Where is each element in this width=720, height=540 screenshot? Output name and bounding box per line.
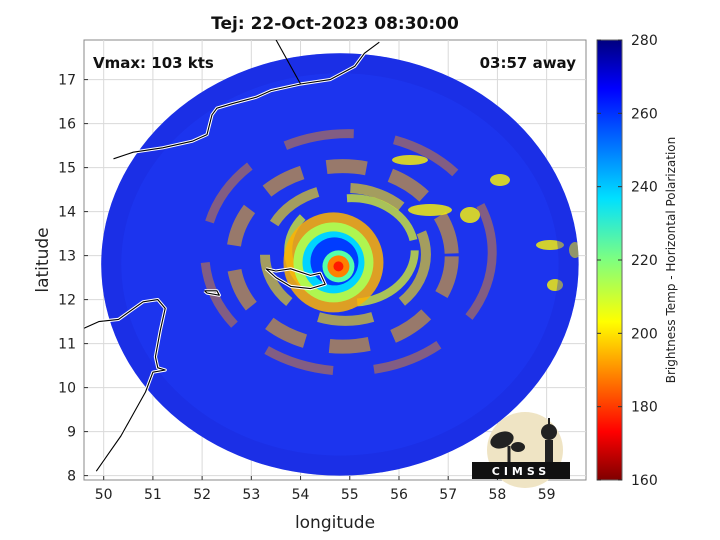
colorbar-tick-label: 240 <box>631 180 658 196</box>
y-axis-ticks: 8 9 10 11 12 13 14 15 16 17 <box>58 73 88 485</box>
time-away-annotation: 03:57 away <box>480 54 577 72</box>
logo-text: CIMSS <box>492 465 550 478</box>
x-tick-label: 55 <box>341 487 359 503</box>
y-tick-label: 14 <box>58 205 76 221</box>
x-tick-label: 50 <box>95 487 113 503</box>
y-tick-label: 9 <box>67 425 76 441</box>
colorbar-tick-label: 180 <box>631 400 658 416</box>
colorbar <box>596 39 623 481</box>
y-tick-label: 15 <box>58 161 76 177</box>
coastline <box>265 268 326 290</box>
eye-center <box>333 261 344 272</box>
rainband <box>226 159 459 354</box>
vmax-annotation: Vmax: 103 kts <box>93 54 214 72</box>
x-tick-label: 59 <box>538 487 556 503</box>
coastline <box>84 299 166 472</box>
y-tick-label: 13 <box>58 249 76 265</box>
colorbar-ticks: 160 180 200 220 240 260 280 <box>597 33 658 489</box>
y-tick-label: 12 <box>58 293 76 309</box>
y-tick-label: 16 <box>58 117 76 133</box>
x-tick-label: 56 <box>390 487 408 503</box>
y-tick-label: 10 <box>58 381 76 397</box>
x-tick-label: 53 <box>242 487 260 503</box>
x-axis-ticks: 50 51 52 53 54 55 56 57 58 59 <box>95 476 556 503</box>
rainband <box>259 182 431 326</box>
colorbar-tick-label: 260 <box>631 106 658 122</box>
coastline <box>113 41 380 160</box>
convective-streak <box>490 174 510 186</box>
convective-streak <box>392 155 428 165</box>
convective-streak <box>460 207 480 223</box>
colorbar-tick-label: 200 <box>631 326 658 342</box>
convective-streak <box>547 279 563 291</box>
colorbar-tick-label: 220 <box>631 253 658 269</box>
colorbar-label: Brightness Temp - Horizontal Polarizatio… <box>664 137 678 384</box>
x-tick-label: 52 <box>193 487 211 503</box>
convective-streak <box>536 240 564 250</box>
x-tick-label: 57 <box>439 487 457 503</box>
x-axis-label: longitude <box>295 513 375 533</box>
x-tick-label: 51 <box>144 487 162 503</box>
colorbar-tick-label: 160 <box>631 473 658 489</box>
chart-title: Tej: 22-Oct-2023 08:30:00 <box>211 14 459 34</box>
cimss-logo: CIMSS <box>472 412 570 488</box>
y-axis-label: latitude <box>33 227 53 292</box>
convective-streak <box>408 204 452 216</box>
boundary-line <box>275 40 302 85</box>
y-tick-label: 11 <box>58 337 76 353</box>
x-tick-label: 54 <box>292 487 310 503</box>
microwave-swath <box>101 53 579 476</box>
y-tick-label: 8 <box>67 469 76 485</box>
y-tick-label: 17 <box>58 73 76 89</box>
rainband <box>200 129 497 376</box>
colorbar-tick-label: 280 <box>631 33 658 49</box>
coastline <box>204 290 220 296</box>
coastlines <box>84 40 381 473</box>
x-tick-label: 58 <box>488 487 506 503</box>
